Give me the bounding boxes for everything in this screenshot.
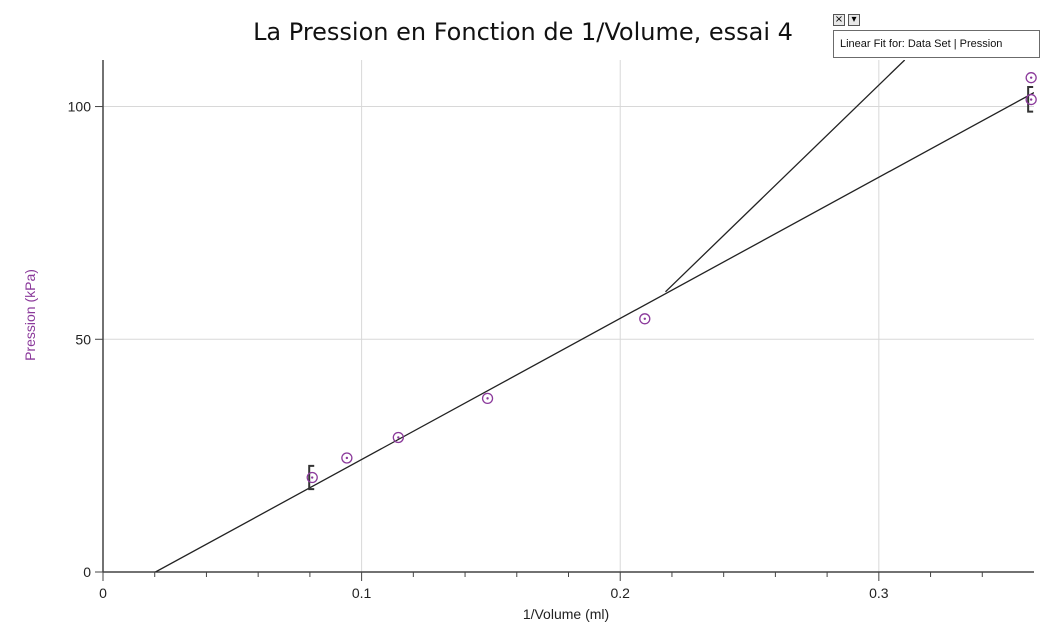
data-point-center <box>643 317 646 320</box>
error-bracket <box>1027 85 1034 113</box>
data-point-center <box>397 436 400 439</box>
y-tick-label: 0 <box>83 564 91 580</box>
chart-title: La Pression en Fonction de 1/Volume, ess… <box>253 18 793 46</box>
data-point-center <box>1029 98 1033 101</box>
x-tick-label: 0.1 <box>352 585 372 601</box>
y-tick-label: 50 <box>75 331 91 347</box>
close-icon[interactable]: × <box>833 14 845 26</box>
data-point[interactable] <box>481 392 494 405</box>
data-point[interactable] <box>341 452 353 464</box>
data-point[interactable] <box>306 471 318 484</box>
linear-fit-line[interactable] <box>155 92 1034 572</box>
data-point-center <box>345 456 349 460</box>
data-point[interactable] <box>639 313 651 325</box>
data-point[interactable] <box>1025 93 1037 106</box>
y-tick-label: 100 <box>68 99 92 115</box>
x-tick-label: 0.3 <box>869 585 889 601</box>
data-point-center <box>311 476 314 479</box>
linear-fit-annotation[interactable]: Linear Fit for: Data Set | Pression <box>833 30 1040 58</box>
options-menu-icon[interactable]: ▾ <box>848 14 860 26</box>
x-axis-label: 1/Volume (ml) <box>522 606 610 622</box>
error-bracket <box>308 464 315 491</box>
data-point-center <box>1029 76 1033 79</box>
data-point[interactable] <box>392 431 404 444</box>
linear-fit-label: Linear Fit for: Data Set | Pression <box>840 38 1003 50</box>
x-tick-label: 0.2 <box>610 585 630 601</box>
tangent-line[interactable] <box>665 60 906 293</box>
data-point-center <box>486 397 489 400</box>
x-tick-label: 0 <box>99 585 107 601</box>
data-point[interactable] <box>1025 72 1037 84</box>
